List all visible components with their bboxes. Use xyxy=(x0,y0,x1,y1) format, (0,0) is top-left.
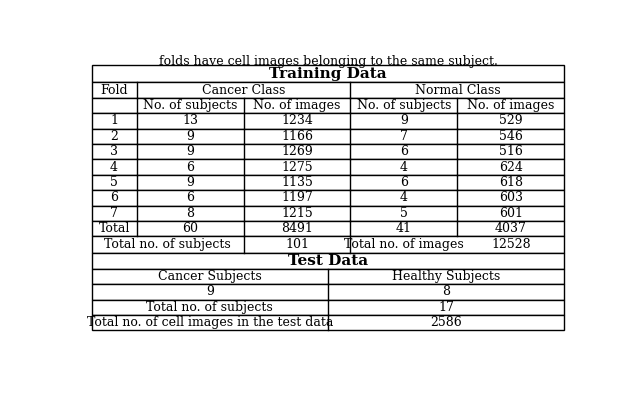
Text: 1135: 1135 xyxy=(281,176,313,189)
Text: 516: 516 xyxy=(499,145,523,158)
Text: 1215: 1215 xyxy=(281,207,313,220)
Text: 17: 17 xyxy=(438,301,454,314)
Text: 9: 9 xyxy=(186,130,194,143)
Text: 3: 3 xyxy=(110,145,118,158)
Bar xyxy=(92,190,564,206)
Text: 13: 13 xyxy=(182,114,198,127)
Text: Total: Total xyxy=(99,222,130,235)
Bar xyxy=(92,236,564,253)
Text: 603: 603 xyxy=(499,191,523,204)
Text: 9: 9 xyxy=(206,285,214,298)
Text: Healthy Subjects: Healthy Subjects xyxy=(392,270,500,283)
Text: 6: 6 xyxy=(400,176,408,189)
Text: 4037: 4037 xyxy=(495,222,527,235)
Text: 6: 6 xyxy=(400,145,408,158)
Text: 8: 8 xyxy=(186,207,194,220)
Text: 9: 9 xyxy=(186,145,194,158)
Bar xyxy=(92,269,564,284)
Text: 9: 9 xyxy=(400,114,408,127)
Bar xyxy=(92,221,564,236)
Bar xyxy=(92,253,564,269)
Text: No. of images: No. of images xyxy=(253,99,340,112)
Text: 7: 7 xyxy=(110,207,118,220)
Text: 6: 6 xyxy=(110,191,118,204)
Text: No. of subjects: No. of subjects xyxy=(143,99,237,112)
Bar xyxy=(92,83,564,98)
Text: No. of subjects: No. of subjects xyxy=(356,99,451,112)
Text: 4: 4 xyxy=(400,161,408,173)
Bar xyxy=(92,113,564,128)
Text: 8: 8 xyxy=(442,285,450,298)
Text: 6: 6 xyxy=(186,191,194,204)
Text: 7: 7 xyxy=(400,130,408,143)
Text: 546: 546 xyxy=(499,130,523,143)
Text: 6: 6 xyxy=(186,161,194,173)
Text: 101: 101 xyxy=(285,239,309,251)
Text: 5: 5 xyxy=(110,176,118,189)
Bar xyxy=(92,144,564,159)
Text: Cancer Subjects: Cancer Subjects xyxy=(158,270,262,283)
Bar xyxy=(92,315,564,330)
Bar xyxy=(92,175,564,190)
Text: Test Data: Test Data xyxy=(288,254,368,268)
Text: 1275: 1275 xyxy=(281,161,313,173)
Text: folds have cell images belonging to the same subject.: folds have cell images belonging to the … xyxy=(159,55,497,68)
Bar xyxy=(92,159,564,175)
Text: Total no. of cell images in the test data: Total no. of cell images in the test dat… xyxy=(86,316,333,329)
Text: 618: 618 xyxy=(499,176,523,189)
Text: 2: 2 xyxy=(110,130,118,143)
Text: 2586: 2586 xyxy=(430,316,462,329)
Text: 5: 5 xyxy=(400,207,408,220)
Bar xyxy=(92,299,564,315)
Text: Total no. of subjects: Total no. of subjects xyxy=(104,239,231,251)
Text: 1269: 1269 xyxy=(281,145,313,158)
Bar xyxy=(92,284,564,299)
Text: Total no. of images: Total no. of images xyxy=(344,239,464,251)
Text: 8491: 8491 xyxy=(281,222,313,235)
Text: 4: 4 xyxy=(110,161,118,173)
Text: Fold: Fold xyxy=(100,83,128,97)
Text: 1234: 1234 xyxy=(281,114,313,127)
Text: 624: 624 xyxy=(499,161,523,173)
Bar xyxy=(92,128,564,144)
Text: Cancer Class: Cancer Class xyxy=(202,83,285,97)
Text: 1166: 1166 xyxy=(281,130,313,143)
Text: 60: 60 xyxy=(182,222,198,235)
Text: Normal Class: Normal Class xyxy=(415,83,500,97)
Text: 4: 4 xyxy=(400,191,408,204)
Text: 12528: 12528 xyxy=(491,239,531,251)
Text: Training Data: Training Data xyxy=(269,67,387,81)
Bar xyxy=(92,206,564,221)
Text: 601: 601 xyxy=(499,207,523,220)
Text: 1197: 1197 xyxy=(281,191,313,204)
Text: No. of images: No. of images xyxy=(467,99,555,112)
Bar xyxy=(92,98,564,113)
Text: 529: 529 xyxy=(499,114,523,127)
Text: 1: 1 xyxy=(110,114,118,127)
Bar xyxy=(92,65,564,83)
Text: Total no. of subjects: Total no. of subjects xyxy=(147,301,273,314)
Text: 41: 41 xyxy=(396,222,412,235)
Text: 9: 9 xyxy=(186,176,194,189)
